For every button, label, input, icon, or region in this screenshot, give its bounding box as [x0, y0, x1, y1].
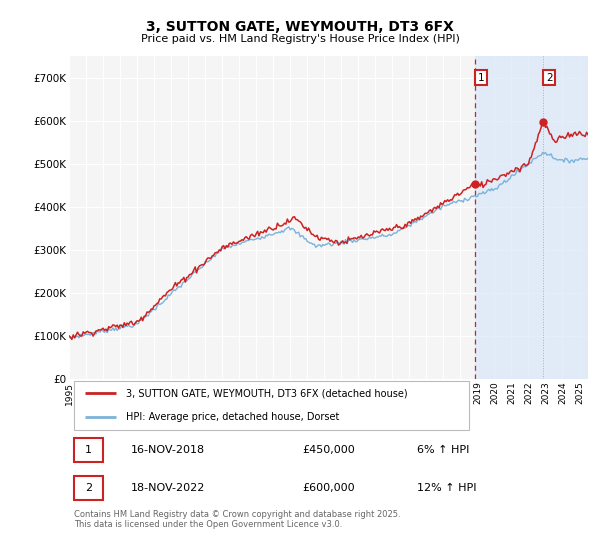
FancyBboxPatch shape	[74, 381, 469, 430]
Bar	[475, 56, 588, 379]
FancyBboxPatch shape	[74, 476, 103, 500]
Text: 1: 1	[85, 445, 92, 455]
Text: 18-NOV-2022: 18-NOV-2022	[131, 483, 206, 493]
Text: 3, SUTTON GATE, WEYMOUTH, DT3 6FX: 3, SUTTON GATE, WEYMOUTH, DT3 6FX	[146, 20, 454, 34]
Text: HPI: Average price, detached house, Dorset: HPI: Average price, detached house, Dors…	[126, 412, 340, 422]
Text: 1: 1	[478, 73, 485, 82]
Text: 6% ↑ HPI: 6% ↑ HPI	[417, 445, 469, 455]
Text: Contains HM Land Registry data © Crown copyright and database right 2025.
This d: Contains HM Land Registry data © Crown c…	[74, 510, 401, 529]
Text: 3, SUTTON GATE, WEYMOUTH, DT3 6FX (detached house): 3, SUTTON GATE, WEYMOUTH, DT3 6FX (detac…	[126, 388, 408, 398]
Text: Price paid vs. HM Land Registry's House Price Index (HPI): Price paid vs. HM Land Registry's House …	[140, 34, 460, 44]
Text: 2: 2	[546, 73, 553, 82]
Text: 2: 2	[85, 483, 92, 493]
Text: 12% ↑ HPI: 12% ↑ HPI	[417, 483, 476, 493]
Text: £450,000: £450,000	[302, 445, 355, 455]
FancyBboxPatch shape	[74, 438, 103, 462]
Text: £600,000: £600,000	[302, 483, 355, 493]
Text: 16-NOV-2018: 16-NOV-2018	[131, 445, 205, 455]
